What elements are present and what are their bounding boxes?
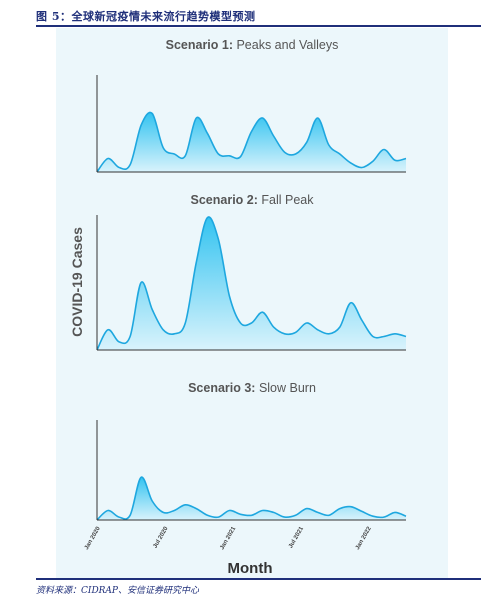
source-note: 资料来源：CIDRAP、安信证券研究中心 xyxy=(36,586,199,596)
top-rule xyxy=(36,25,481,27)
scenario-1-title-label: Scenario 1: xyxy=(166,38,233,52)
scenario-3-line xyxy=(96,476,407,521)
scenario-3-title: Scenario 3: Slow Burn xyxy=(188,381,316,395)
scenario-2-title-name: Fall Peak xyxy=(258,193,314,207)
scenario-1-area xyxy=(97,112,406,172)
scenario-1-title-name: Peaks and Valleys xyxy=(233,38,338,52)
x-tick-label: Jan 2020 xyxy=(84,525,102,551)
scenario-3-area xyxy=(97,477,406,520)
x-tick-label: Jul 2020 xyxy=(152,525,169,549)
scenario-2-title: Scenario 2: Fall Peak xyxy=(191,193,315,207)
scenario-3-title-name: Slow Burn xyxy=(255,381,315,395)
x-ticks-layer: Jan 2020 Jul 2020 Jan 2021 Jul 2021 Jan 2022 xyxy=(84,525,373,551)
scenario-2-line xyxy=(96,216,407,351)
panels-layer: Scenario 1: Peaks and Valleys Scenario 2:… xyxy=(96,38,407,521)
y-axis-label: COVID-19 Cases xyxy=(69,227,85,337)
scenario-1-title: Scenario 1: Peaks and Valleys xyxy=(166,38,339,52)
scenario-2-title-label: Scenario 2: xyxy=(191,193,258,207)
scenario-2-panel: Scenario 2: Fall Peak xyxy=(96,193,407,351)
x-tick-label: Jan 2021 xyxy=(219,525,237,551)
scenario-1-panel: Scenario 1: Peaks and Valleys xyxy=(96,38,407,173)
scenario-3-title-label: Scenario 3: xyxy=(188,381,255,395)
x-tick-label: Jan 2022 xyxy=(355,525,373,551)
x-tick-label: Jul 2021 xyxy=(288,525,305,549)
x-axis-label: Month xyxy=(228,560,273,577)
scenario-1-line xyxy=(96,111,407,173)
bottom-rule xyxy=(36,578,481,580)
figure-title: 图 5：全球新冠疫情未来流行趋势模型预测 xyxy=(36,10,256,23)
scenario-3-panel: Scenario 3: Slow Burn xyxy=(96,381,407,521)
chart-panel xyxy=(56,28,448,578)
